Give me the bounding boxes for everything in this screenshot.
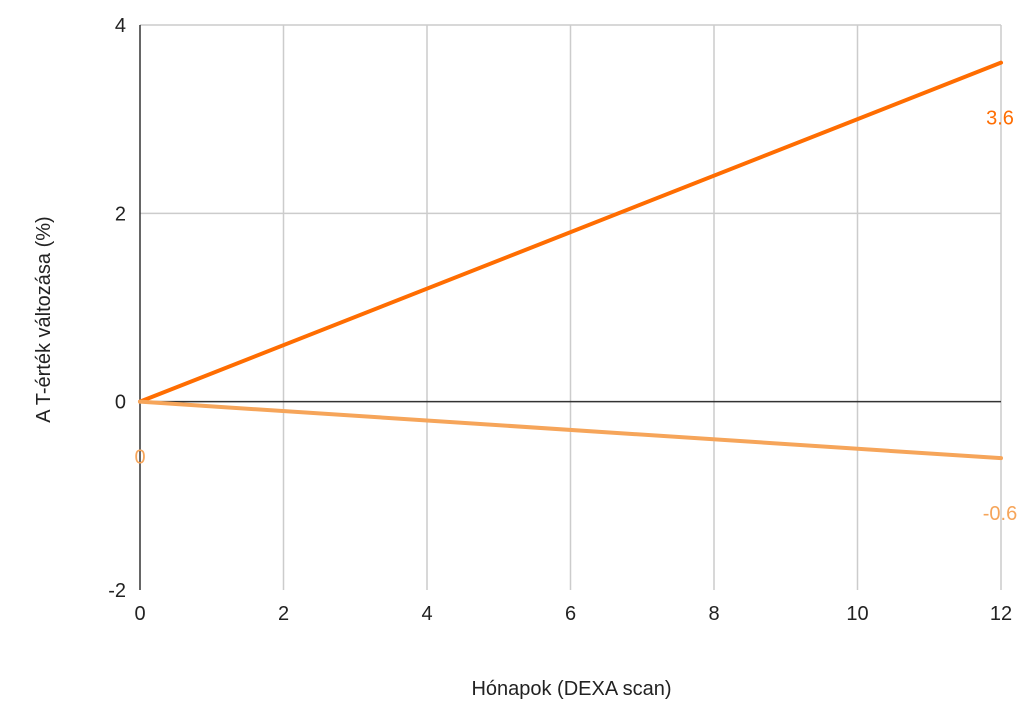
- data-label: 0: [134, 447, 145, 469]
- y-tick-label: 2: [115, 203, 126, 225]
- series-line-1: [138, 60, 1003, 404]
- x-tick-label: 0: [134, 603, 145, 625]
- y-tick-label: -2: [108, 580, 126, 602]
- series-line-2: [138, 399, 1003, 461]
- data-label: 3.6: [986, 108, 1014, 130]
- x-tick-label: 4: [421, 603, 432, 625]
- y-axis-title: A T-érték változása (%): [33, 216, 55, 422]
- grid: [140, 24, 1002, 590]
- x-tick-label: 12: [990, 603, 1012, 625]
- data-labels: 3.6 0 -0.6: [134, 108, 1017, 526]
- axes: [139, 25, 1001, 590]
- tick-labels: 0 2 4 6 8 10 12 -2 0 2 4: [108, 15, 1012, 625]
- y-tick-label: 0: [115, 392, 126, 414]
- x-axis-title: Hónapok (DEXA scan): [471, 678, 671, 700]
- x-tick-label: 8: [708, 603, 719, 625]
- x-tick-label: 10: [846, 603, 868, 625]
- data-label: -0.6: [983, 503, 1017, 525]
- series: [138, 60, 1003, 461]
- x-tick-label: 2: [278, 603, 289, 625]
- x-tick-label: 6: [565, 603, 576, 625]
- y-tick-label: 4: [115, 15, 126, 37]
